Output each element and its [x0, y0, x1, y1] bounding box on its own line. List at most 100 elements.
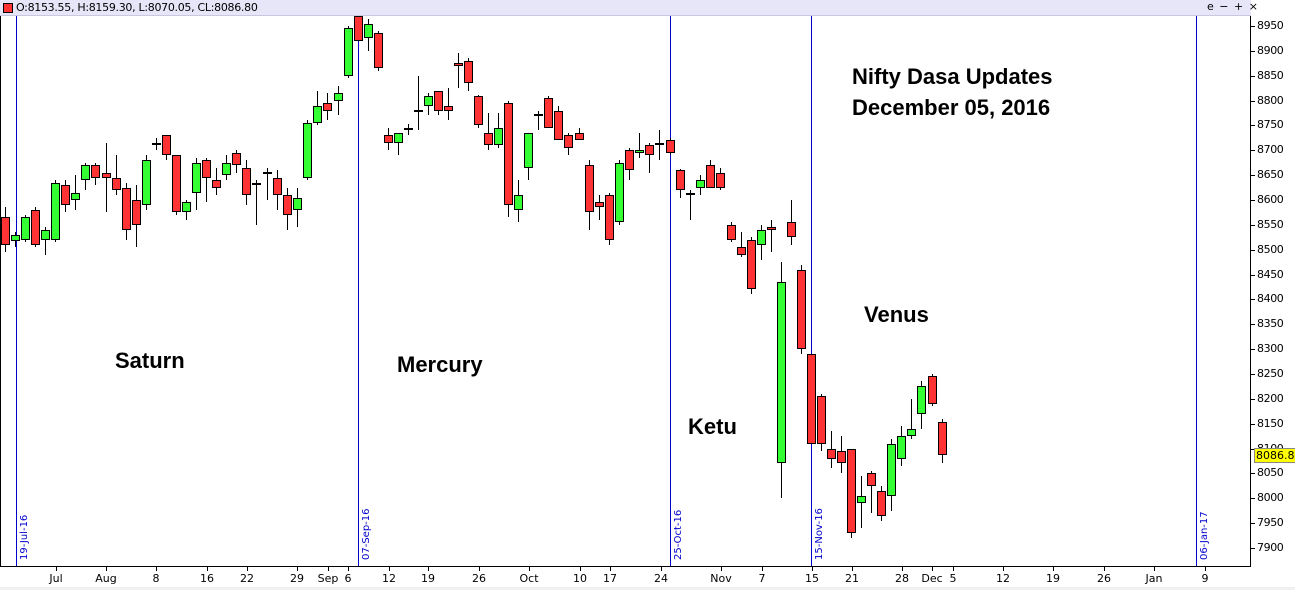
- candle-up[interactable]: [142, 160, 151, 205]
- candle-up[interactable]: [21, 217, 30, 240]
- candle-down[interactable]: [464, 60, 473, 84]
- candle-up[interactable]: [364, 23, 373, 39]
- candle-up[interactable]: [757, 229, 766, 245]
- candle-down[interactable]: [31, 209, 40, 245]
- candle-up[interactable]: [313, 105, 322, 123]
- close-pane-button[interactable]: ×: [1248, 0, 1258, 13]
- candle-up[interactable]: [394, 132, 403, 143]
- candle-up[interactable]: [897, 436, 906, 459]
- candle-up[interactable]: [655, 143, 664, 146]
- candle-up[interactable]: [263, 171, 272, 174]
- candle-down[interactable]: [747, 239, 756, 290]
- candle-down[interactable]: [102, 172, 111, 178]
- candle-up[interactable]: [514, 195, 523, 210]
- candle-up[interactable]: [152, 143, 161, 146]
- candle-down[interactable]: [61, 185, 70, 205]
- candle-down[interactable]: [484, 132, 493, 146]
- candle-down[interactable]: [938, 421, 947, 456]
- candle-up[interactable]: [494, 127, 503, 146]
- candle-up[interactable]: [293, 197, 302, 210]
- candle-down[interactable]: [544, 98, 553, 128]
- period-marker-line[interactable]: [670, 0, 671, 566]
- candle-down[interactable]: [827, 448, 836, 459]
- candle-down[interactable]: [595, 202, 604, 208]
- candle-up[interactable]: [222, 162, 231, 176]
- period-marker-line[interactable]: [1196, 0, 1197, 566]
- candle-up[interactable]: [686, 192, 695, 196]
- candle-up[interactable]: [696, 180, 705, 188]
- period-marker-line[interactable]: [16, 0, 17, 566]
- candle-down[interactable]: [162, 135, 171, 156]
- candle-down[interactable]: [676, 170, 685, 191]
- candle-down[interactable]: [767, 227, 776, 230]
- candle-up[interactable]: [887, 443, 896, 496]
- candle-down[interactable]: [605, 195, 614, 240]
- candle-down[interactable]: [232, 152, 241, 166]
- maximize-pane-button[interactable]: +: [1234, 0, 1244, 13]
- candle-up[interactable]: [414, 109, 423, 112]
- candle-down[interactable]: [706, 165, 715, 188]
- candle-down[interactable]: [554, 110, 563, 141]
- candle-up[interactable]: [344, 28, 353, 76]
- candle-down[interactable]: [727, 224, 736, 240]
- candle-down[interactable]: [273, 177, 282, 196]
- plot-area[interactable]: [0, 0, 1251, 567]
- candle-up[interactable]: [252, 182, 261, 186]
- candle-down[interactable]: [112, 177, 121, 191]
- candle-down[interactable]: [242, 167, 251, 195]
- minimize-pane-button[interactable]: −: [1219, 0, 1229, 13]
- candle-up[interactable]: [777, 282, 786, 464]
- candle-down[interactable]: [1, 217, 10, 245]
- candle-down[interactable]: [384, 135, 393, 143]
- candle-up[interactable]: [857, 495, 866, 504]
- candle-up[interactable]: [51, 182, 60, 240]
- candle-down[interactable]: [625, 150, 634, 171]
- candle-up[interactable]: [71, 192, 80, 200]
- candle-down[interactable]: [645, 145, 654, 156]
- candle-down[interactable]: [867, 473, 876, 486]
- period-marker-line[interactable]: [811, 0, 812, 566]
- candle-up[interactable]: [182, 202, 191, 213]
- candle-up[interactable]: [615, 162, 624, 223]
- candle-up[interactable]: [534, 114, 543, 117]
- candle-down[interactable]: [212, 180, 221, 188]
- candle-down[interactable]: [283, 195, 292, 215]
- candle-down[interactable]: [374, 33, 383, 69]
- candle-down[interactable]: [474, 95, 483, 126]
- candle-down[interactable]: [807, 354, 816, 444]
- candle-up[interactable]: [334, 93, 343, 101]
- candle-down[interactable]: [787, 222, 796, 238]
- candle-down[interactable]: [716, 172, 725, 188]
- candle-up[interactable]: [635, 150, 644, 153]
- candle-down[interactable]: [575, 132, 584, 141]
- candle-down[interactable]: [666, 140, 675, 153]
- candle-up[interactable]: [81, 165, 90, 181]
- candle-down[interactable]: [928, 376, 937, 404]
- candle-down[interactable]: [132, 200, 141, 225]
- candle-up[interactable]: [404, 128, 413, 131]
- candle-down[interactable]: [847, 448, 856, 534]
- candle-down[interactable]: [504, 103, 513, 205]
- candle-down[interactable]: [354, 16, 363, 41]
- candle-down[interactable]: [434, 90, 443, 111]
- candle-down[interactable]: [877, 490, 886, 516]
- candle-up[interactable]: [303, 122, 312, 178]
- candle-down[interactable]: [172, 155, 181, 213]
- candle-down[interactable]: [122, 187, 131, 230]
- candle-up[interactable]: [424, 95, 433, 106]
- candle-down[interactable]: [564, 135, 573, 148]
- edit-pane-button[interactable]: e: [1207, 0, 1214, 13]
- candle-down[interactable]: [323, 103, 332, 111]
- candle-up[interactable]: [11, 234, 20, 242]
- candle-down[interactable]: [91, 165, 100, 178]
- candle-up[interactable]: [41, 229, 50, 240]
- candle-up[interactable]: [907, 428, 916, 437]
- candle-down[interactable]: [454, 63, 463, 66]
- candle-up[interactable]: [192, 162, 201, 193]
- candle-down[interactable]: [444, 105, 453, 111]
- candle-down[interactable]: [585, 165, 594, 213]
- candle-up[interactable]: [524, 132, 533, 168]
- candle-down[interactable]: [797, 269, 806, 350]
- candle-down[interactable]: [817, 396, 826, 444]
- candle-down[interactable]: [837, 451, 846, 464]
